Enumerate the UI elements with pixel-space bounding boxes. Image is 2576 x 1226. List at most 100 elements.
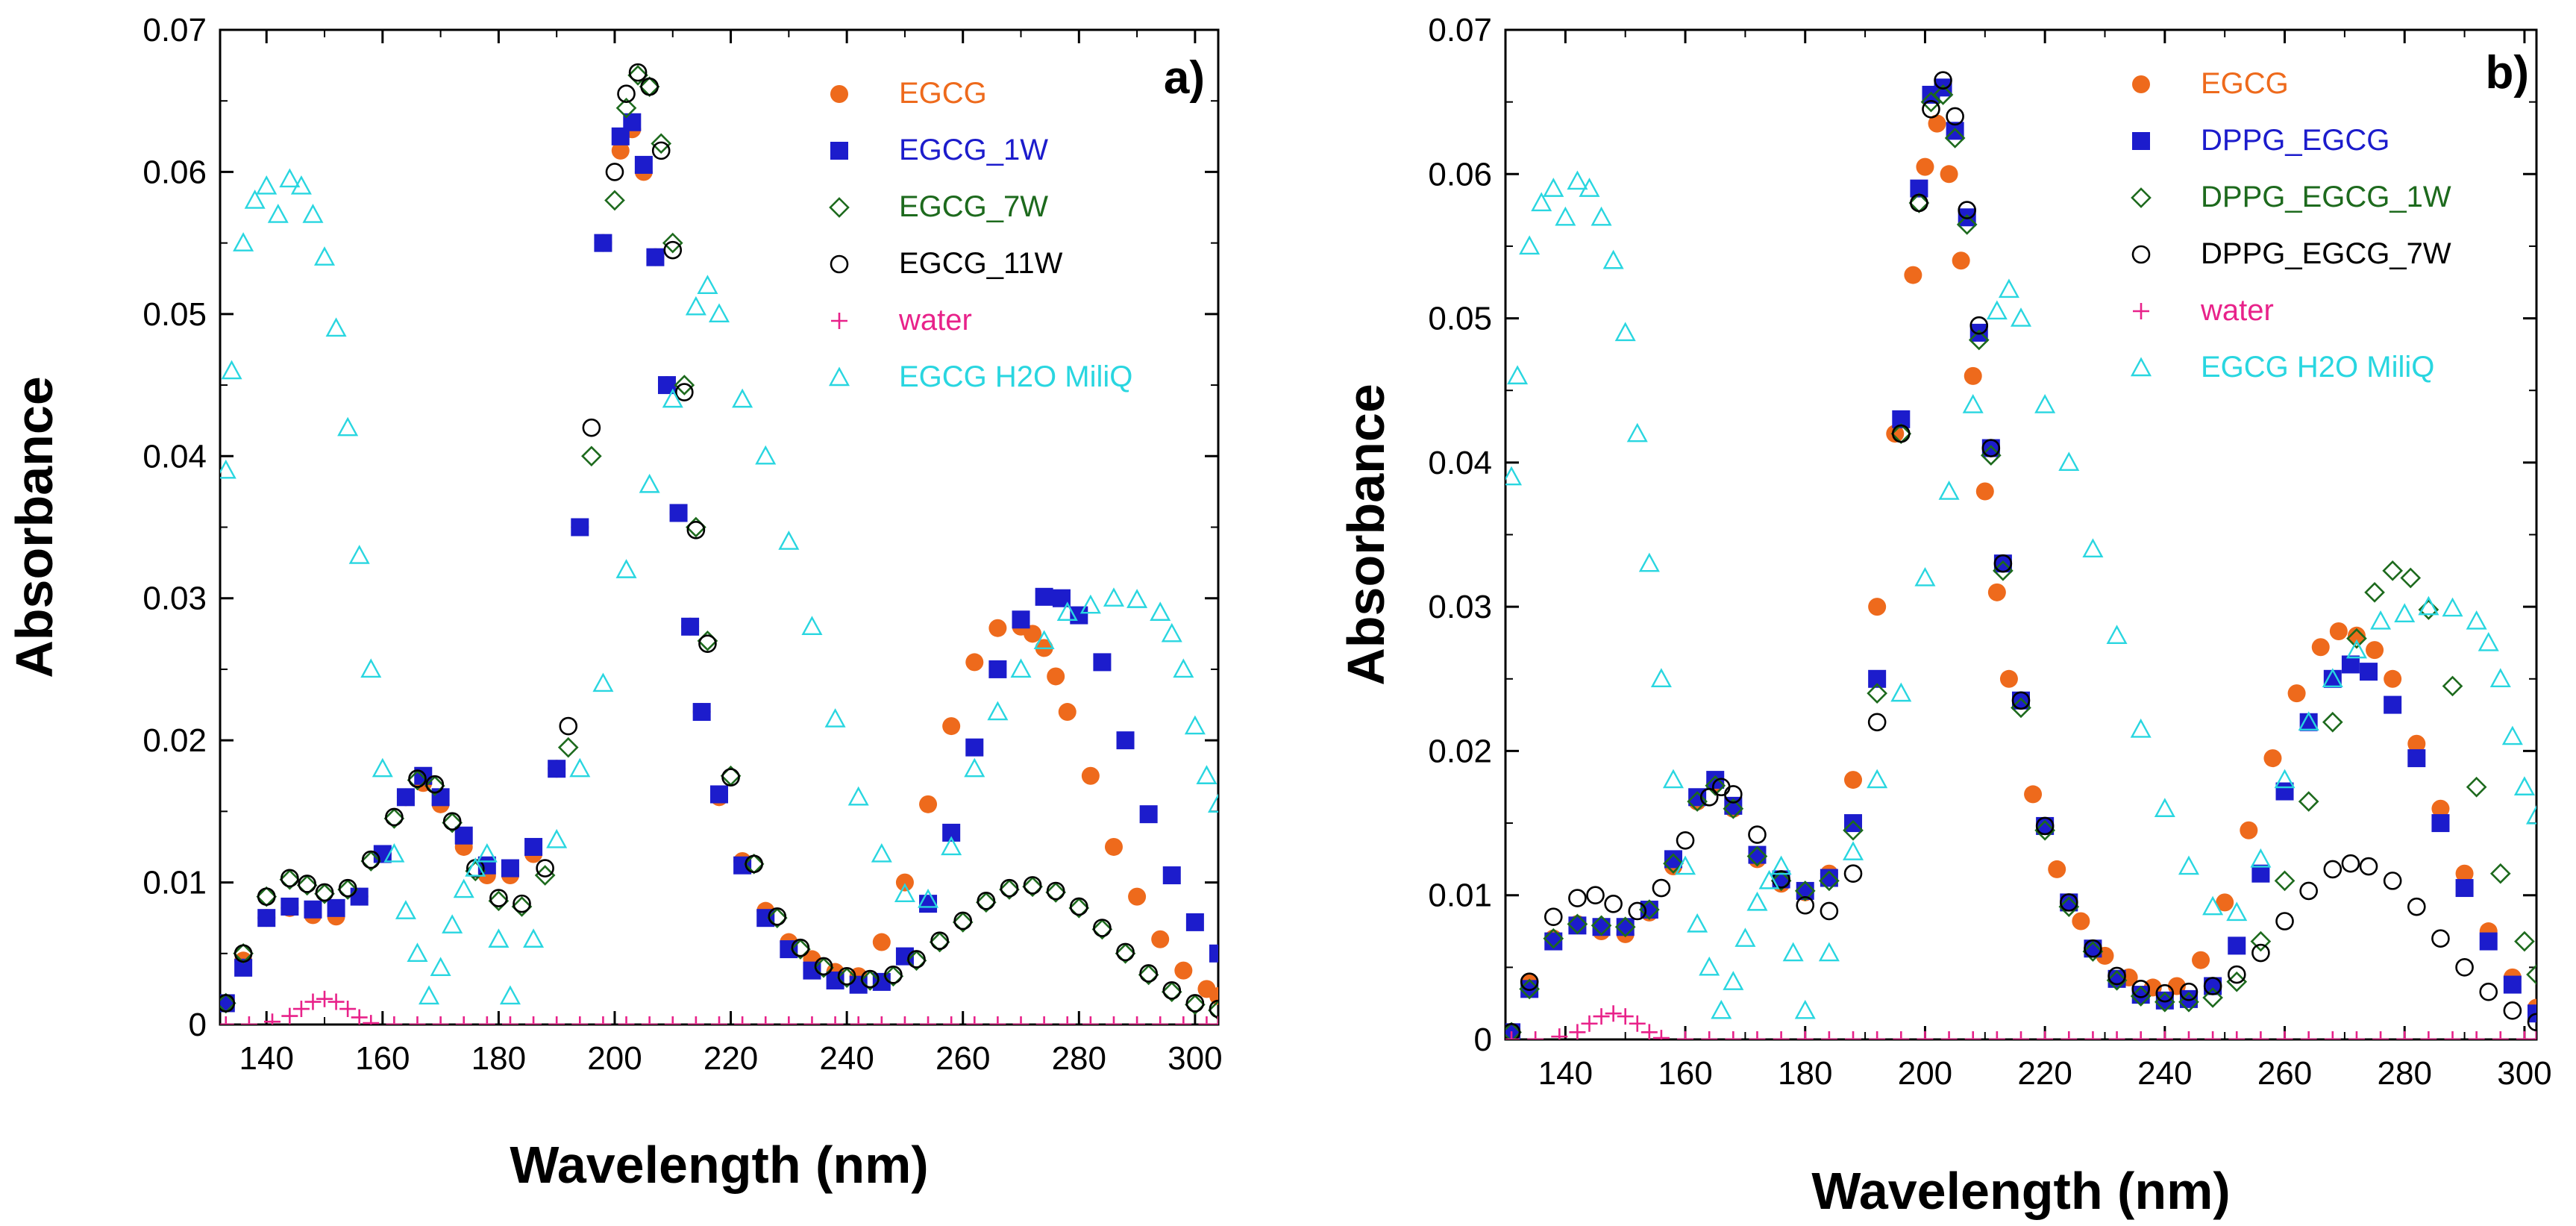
data-point — [315, 883, 334, 902]
data-point — [1964, 1031, 1981, 1039]
data-point — [2431, 929, 2450, 948]
data-point — [2251, 864, 2270, 883]
data-point — [663, 240, 683, 260]
data-point — [2299, 713, 2318, 731]
x-tick-label: 220 — [2017, 1055, 2072, 1092]
data-point — [1946, 107, 1964, 126]
x-tick-label: 260 — [936, 1040, 990, 1077]
data-point — [662, 232, 683, 254]
data-point — [2526, 964, 2536, 985]
data-point — [1024, 625, 1042, 643]
data-point — [1129, 1016, 1146, 1025]
data-point — [604, 190, 625, 211]
data-point — [513, 894, 531, 913]
legend-label: water — [2200, 294, 2274, 327]
data-point — [850, 1016, 867, 1025]
data-point — [279, 168, 301, 188]
data-point — [1940, 1031, 1958, 1039]
data-point — [778, 531, 800, 550]
data-point — [1629, 1015, 1646, 1032]
data-point — [1956, 214, 1978, 235]
data-point — [2384, 695, 2402, 714]
data-point — [1687, 791, 1708, 812]
y-tick-label: 0.05 — [142, 296, 207, 333]
series-dppg-egcg-7w — [1505, 71, 2536, 1039]
data-point — [2013, 1031, 2029, 1039]
data-point — [2287, 684, 2306, 703]
data-point — [1056, 601, 1078, 621]
data-point — [1843, 819, 1864, 841]
data-point — [2180, 1031, 2197, 1039]
data-point — [2204, 1031, 2222, 1039]
data-point — [1934, 71, 1952, 90]
data-point — [279, 869, 301, 890]
data-point — [894, 883, 915, 903]
x-tick-label: 160 — [355, 1040, 410, 1077]
data-point — [257, 887, 276, 906]
data-point — [803, 1016, 821, 1025]
data-point — [791, 938, 810, 957]
data-point — [1962, 394, 1984, 413]
data-point — [824, 708, 846, 728]
data-point — [2216, 893, 2234, 912]
data-point — [1868, 598, 1887, 616]
data-point — [2492, 1031, 2509, 1039]
data-point — [988, 660, 1007, 678]
data-point — [1138, 964, 1159, 986]
data-point — [1770, 855, 1792, 875]
data-point — [977, 892, 996, 910]
data-point — [1869, 1031, 1886, 1039]
data-point — [2156, 1031, 2173, 1039]
data-point — [1175, 1016, 1192, 1025]
x-axis-title: Wavelength (nm) — [510, 1136, 928, 1194]
data-point — [234, 944, 253, 963]
x-tick-label: 160 — [1658, 1055, 1712, 1092]
data-point — [240, 1016, 257, 1025]
data-point — [1699, 956, 1720, 976]
data-point — [220, 459, 236, 479]
data-point — [2228, 936, 2246, 955]
data-point — [328, 993, 345, 1010]
data-point — [383, 808, 405, 829]
data-point — [1207, 793, 1218, 813]
data-point — [281, 869, 299, 888]
y-tick-label: 0.03 — [1428, 589, 1492, 625]
data-point — [1938, 481, 1960, 500]
data-point — [1652, 1030, 1670, 1039]
data-point — [860, 969, 880, 989]
data-point — [1208, 1000, 1218, 1021]
data-point — [1091, 919, 1113, 940]
data-point — [1543, 178, 1564, 197]
data-point — [1505, 1023, 1521, 1039]
legend-label: EGCG_7W — [899, 190, 1048, 223]
x-tick-label: 280 — [1052, 1040, 1106, 1077]
data-point — [1699, 787, 1719, 807]
data-point — [594, 234, 612, 252]
data-point — [2108, 966, 2126, 986]
data-point — [2011, 691, 2031, 710]
legend-label: EGCG — [899, 77, 987, 110]
data-point — [2072, 912, 2090, 931]
data-point — [1844, 771, 1863, 789]
data-point — [1070, 897, 1088, 916]
data-point — [1746, 845, 1768, 867]
data-point — [1944, 128, 1966, 148]
data-point — [952, 912, 974, 933]
data-point — [2322, 668, 2343, 687]
data-point — [1591, 915, 1612, 936]
data-point — [1934, 78, 1952, 97]
data-point — [813, 957, 834, 978]
data-point — [281, 1007, 298, 1025]
data-point — [2370, 610, 2392, 630]
data-point — [1115, 942, 1136, 964]
data-point — [571, 1016, 589, 1025]
data-point — [360, 658, 382, 678]
data-point — [1070, 606, 1088, 625]
data-point — [1551, 1028, 1568, 1039]
data-point — [1675, 855, 1696, 875]
data-point — [1676, 831, 1695, 850]
x-tick-label: 140 — [1538, 1055, 1593, 1092]
legend-marker — [828, 366, 850, 387]
data-point — [1209, 944, 1218, 963]
data-point — [2479, 982, 2498, 1001]
